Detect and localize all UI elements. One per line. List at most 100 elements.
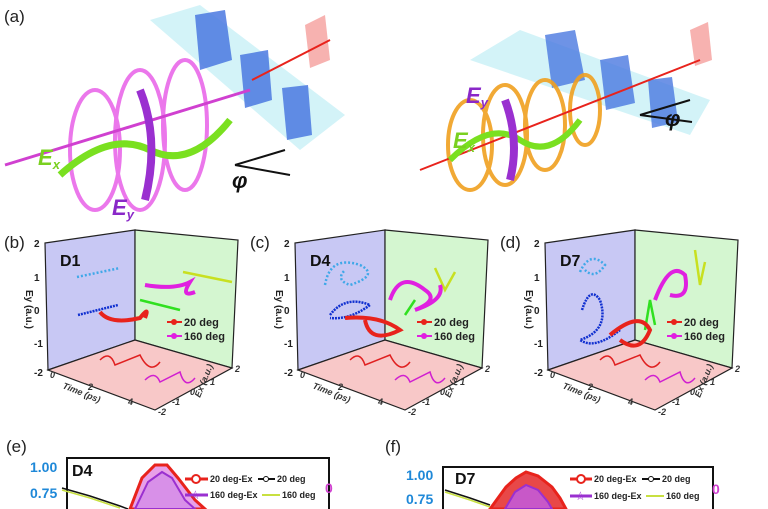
time-tick: 4: [127, 397, 133, 407]
projection-ex-20: [403, 299, 417, 316]
legend-20deg: 20 deg: [184, 317, 219, 329]
device-label: D4: [72, 463, 93, 480]
projection-ey-light: [323, 261, 370, 287]
plot-frame: [442, 466, 714, 509]
ex-tick: 2: [234, 364, 240, 374]
legend-160deg: 160 deg: [684, 331, 725, 343]
legend-160deg: 160 deg: [666, 491, 700, 501]
ex-tick: 1: [210, 377, 215, 387]
projection-ex-160: [182, 270, 233, 284]
panel-a-left-illustration: Ex Ey φ: [4, 5, 345, 222]
y-tick: -1: [34, 339, 43, 350]
y-tick: 1.00: [406, 467, 433, 483]
angle-phi-label: φ: [665, 106, 680, 131]
time-tick: 4: [627, 397, 633, 407]
panel-a-right-illustration: Ey Ex φ: [419, 22, 712, 192]
floor: [546, 339, 734, 411]
right-axis-tick: 0: [712, 481, 720, 497]
ex-tick: -1: [172, 397, 180, 407]
legend-20deg-ex: 20 deg-Ex: [210, 474, 253, 484]
y-tick: 1.00: [30, 459, 57, 475]
floor: [46, 339, 234, 411]
helix-magenta: [68, 58, 209, 212]
floor: [296, 339, 484, 411]
ex-label: Ex: [38, 145, 61, 172]
floor-projection-160deg: [394, 370, 446, 384]
device-label: D7: [455, 471, 476, 488]
legend: 20 deg-Ex 20 deg ☆ 160 deg-Ex 160 deg: [570, 474, 700, 503]
time-tick: 2: [87, 382, 93, 392]
y-tick: 0: [284, 306, 290, 317]
svg-text:☆: ☆: [575, 489, 586, 503]
panel-label-f: (f): [385, 437, 401, 456]
ex-tick: 2: [734, 364, 740, 374]
time-tick: 2: [587, 382, 593, 392]
plot-frame: [66, 457, 330, 509]
ex-tick: 0: [690, 387, 695, 397]
y-tick: 0: [34, 306, 40, 317]
y-axis-label: Ey (a.u.): [23, 290, 34, 329]
y-tick: 1: [284, 273, 290, 284]
y-tick: 1: [534, 273, 540, 284]
right-axis-tick: 0: [325, 480, 333, 496]
line-20deg: [444, 489, 491, 506]
device-label: D7: [560, 253, 581, 270]
metasurface-layer: [282, 85, 312, 140]
pump-pulse: [305, 15, 330, 68]
floor-projection-160deg: [144, 370, 196, 384]
line-160deg: [61, 489, 121, 509]
floor-projection-20deg: [99, 354, 161, 368]
y-tick: -2: [534, 368, 543, 379]
svg-text:☆: ☆: [190, 488, 201, 502]
projection-ex-20: [139, 298, 181, 312]
ex-tick: 1: [710, 377, 715, 387]
legend-marker-160deg: [421, 333, 427, 339]
trajectory-160deg: [388, 280, 443, 312]
device-label: D4: [310, 253, 331, 270]
legend-160deg-ex: 160 deg-Ex: [594, 491, 642, 501]
y-tick: -2: [34, 368, 43, 379]
projection-ey-dark: [329, 300, 373, 320]
y-tick: 0.75: [30, 485, 57, 501]
ey-wave: [136, 88, 156, 201]
trajectory-20deg: [608, 319, 653, 348]
legend-marker-20deg: [171, 319, 177, 325]
y-axis-label: Ey (a.u.): [523, 290, 534, 329]
line-160deg: [444, 491, 491, 508]
trajectory-160deg: [653, 268, 688, 301]
y-tick: 0: [534, 306, 540, 317]
legend-marker-160deg: [671, 333, 677, 339]
time-tick: 2: [337, 382, 343, 392]
legend-160deg-ex: 160 deg-Ex: [210, 490, 258, 500]
projection-ey-light: [76, 266, 121, 279]
floor-projection-20deg: [599, 354, 661, 368]
line-20deg: [61, 487, 129, 509]
time-tick: 0: [300, 370, 305, 380]
projection-ex-160: [433, 267, 457, 293]
helix-orange: [446, 73, 602, 192]
legend-160deg: 160 deg: [184, 331, 225, 343]
ex-tick: -2: [158, 407, 166, 417]
projection-ex-20: [643, 299, 657, 331]
projection-ey-dark: [77, 303, 119, 317]
metasurface-layer: [195, 10, 232, 70]
legend-20deg: 20 deg: [277, 474, 306, 484]
time-tick: 0: [550, 370, 555, 380]
panel-label-d: (d): [500, 233, 521, 252]
projection-ex-160: [693, 249, 707, 286]
y-tick: -1: [284, 339, 293, 350]
y-tick: 1: [34, 273, 40, 284]
ex-label: Ex: [453, 128, 476, 155]
ex-tick: -1: [422, 397, 430, 407]
device-label: D1: [60, 253, 81, 270]
ey-label: Ey: [112, 195, 135, 222]
y-axis-label: Ey (a.u.): [273, 290, 284, 329]
area-160deg-ex: [503, 483, 554, 509]
time-tick: 4: [377, 397, 383, 407]
ex-wave: [57, 117, 233, 178]
ex-tick: 0: [190, 387, 195, 397]
